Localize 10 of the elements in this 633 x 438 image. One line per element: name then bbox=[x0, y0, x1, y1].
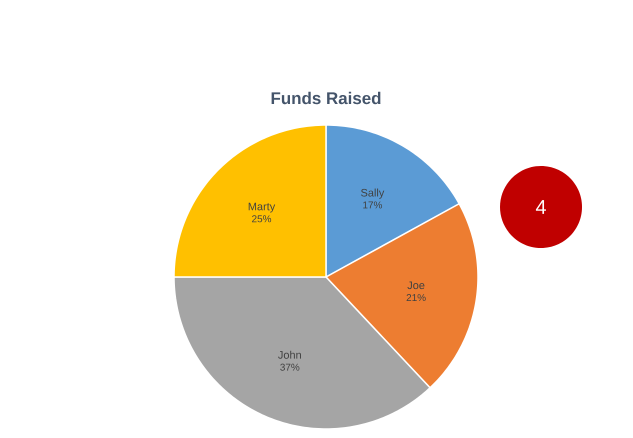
chart-title: Funds Raised bbox=[272, 92, 380, 104]
slice-label: Marty bbox=[248, 202, 276, 213]
slice-label: Joe bbox=[407, 282, 424, 290]
text: 4 bbox=[536, 200, 546, 214]
data-label: 21% bbox=[406, 294, 426, 302]
data-label: 25% bbox=[252, 215, 272, 222]
slice-label: John bbox=[278, 350, 301, 359]
data-label: 37% bbox=[280, 364, 300, 371]
slice-label: Sally bbox=[361, 188, 384, 199]
data-label: 17% bbox=[363, 201, 382, 208]
